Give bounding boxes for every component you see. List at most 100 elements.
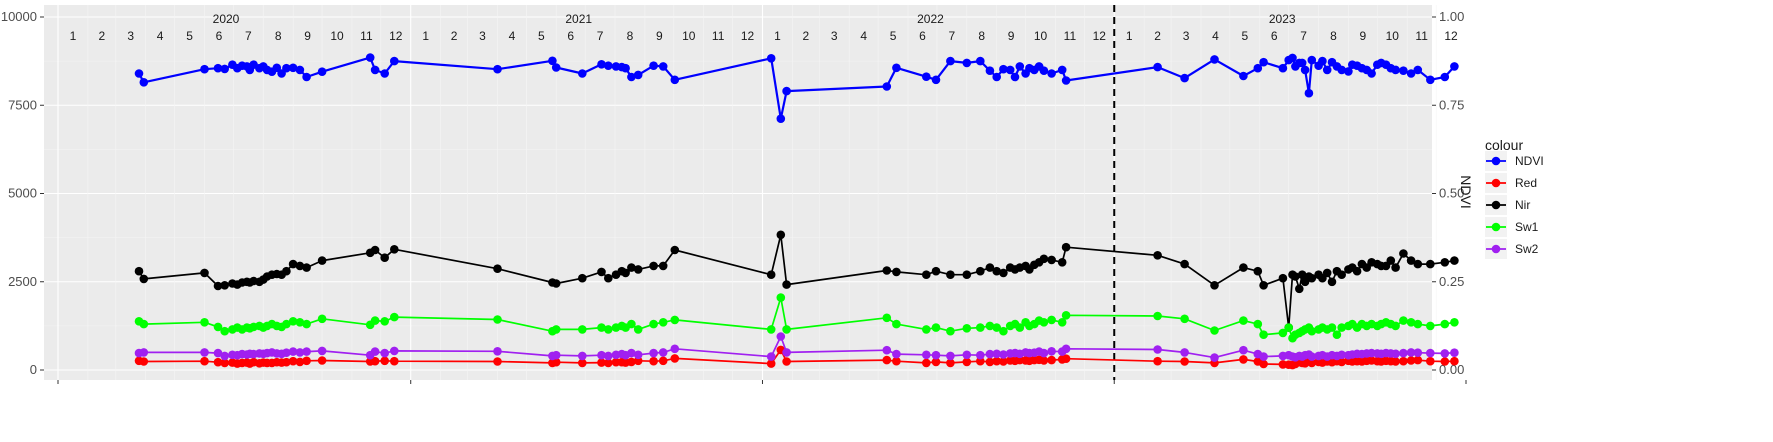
data-point-red (999, 357, 1008, 366)
data-point-sw1 (380, 317, 390, 326)
data-point-nir (1291, 272, 1300, 281)
month-label: 4 (157, 29, 164, 43)
data-point-sw1 (627, 319, 636, 329)
data-point-nir (892, 267, 901, 277)
data-point-ndvi (1057, 65, 1067, 75)
data-point-nir (1047, 255, 1056, 265)
data-point-ndvi (317, 67, 327, 76)
month-label: 1 (70, 29, 77, 43)
data-point-nir (1386, 256, 1396, 265)
right-axis-title: NDVI (1458, 175, 1474, 208)
data-point-red (1180, 357, 1189, 366)
data-point-sw1 (493, 315, 502, 324)
month-label: 3 (1183, 29, 1190, 43)
data-point-ndvi (1239, 71, 1248, 81)
data-point-sw2 (882, 345, 892, 355)
data-point-ndvi (1450, 62, 1459, 71)
data-point-nir (213, 281, 223, 291)
data-point-sw1 (1426, 321, 1435, 331)
data-point-nir (621, 268, 630, 278)
data-point-ndvi (1367, 69, 1376, 78)
data-point-sw2 (1337, 350, 1346, 360)
data-point-nir (931, 266, 941, 276)
data-point-red (892, 356, 901, 366)
data-point-nir (1295, 284, 1304, 294)
data-point-sw1 (892, 319, 901, 329)
data-point-ndvi (985, 66, 995, 75)
data-point-nir (302, 263, 311, 272)
data-point-sw1 (1153, 311, 1162, 321)
data-point-ndvi (922, 72, 931, 81)
y-tick-label: 10000 (1, 9, 37, 24)
month-label: 7 (245, 29, 252, 43)
data-point-sw1 (992, 323, 1001, 332)
axes: 1 2 3 4 5 6 7 8 9 10 11 12 1 2 3 4 5 6 7 8 9 10 11 12 1 2 3 4 5 6 7 8 9 1… (1, 5, 1467, 384)
data-point-ndvi (992, 72, 1001, 82)
data-point-ndvi (200, 64, 209, 74)
data-point-nir (288, 259, 298, 269)
data-point-nir (1039, 254, 1049, 264)
data-point-sw1 (578, 325, 587, 334)
month-label: 9 (1360, 29, 1367, 43)
data-point-sw2 (139, 348, 149, 357)
month-label: 7 (949, 29, 956, 43)
data-point-sw1 (649, 319, 658, 329)
data-point-sw2 (220, 351, 229, 361)
data-point-ndvi (1010, 72, 1020, 82)
data-point-sw1 (1039, 318, 1049, 327)
data-point-sw2 (627, 348, 636, 358)
data-point-ndvi (302, 72, 311, 82)
data-point-sw1 (658, 318, 668, 327)
data-point-ndvi (1322, 65, 1332, 75)
data-point-sw1 (604, 325, 613, 334)
data-point-nir (1327, 277, 1337, 287)
data-point-nir (1337, 270, 1346, 280)
data-point-sw1 (976, 323, 985, 332)
data-point-ndvi (1399, 66, 1408, 75)
data-point-nir (1413, 259, 1423, 269)
data-point-red (551, 357, 561, 367)
month-label: 12 (1093, 29, 1107, 43)
data-point-ndvi (962, 58, 972, 68)
data-point-sw2 (633, 350, 643, 360)
data-point-nir (200, 268, 209, 278)
data-point-ndvi (1406, 69, 1416, 78)
data-point-ndvi (1210, 55, 1219, 64)
legend-key-point (1491, 244, 1501, 254)
data-point-sw2 (892, 349, 901, 359)
y-tick-label: 7500 (8, 97, 37, 112)
data-point-red (1426, 356, 1435, 366)
data-point-red (1440, 357, 1450, 366)
data-point-red (1153, 356, 1162, 366)
data-point-ndvi (1180, 73, 1189, 83)
month-label: 2 (99, 29, 106, 43)
data-point-sw2 (551, 350, 561, 360)
data-point-nir (946, 270, 955, 280)
data-series (134, 53, 1459, 370)
data-point-sw2 (288, 347, 298, 356)
legend-label: Red (1515, 176, 1537, 190)
data-point-nir (670, 245, 680, 255)
data-point-nir (1278, 273, 1288, 283)
data-point-sw1 (288, 317, 298, 326)
month-label: 1 (774, 29, 781, 43)
data-point-nir (1259, 281, 1268, 290)
data-point-red (213, 357, 223, 367)
data-point-red (946, 358, 955, 368)
data-point-red (627, 357, 636, 367)
month-label: 5 (1241, 29, 1248, 43)
data-point-red (295, 357, 305, 367)
data-point-sw2 (658, 348, 668, 357)
data-point-nir (604, 273, 613, 283)
data-point-sw1 (1440, 319, 1450, 329)
series-nir (134, 230, 1459, 332)
data-point-red (220, 358, 229, 368)
data-point-ndvi (1307, 55, 1317, 65)
month-label: 6 (919, 29, 926, 43)
month-label: 6 (216, 29, 223, 43)
data-point-sw2 (1406, 348, 1416, 357)
data-point-sw1 (1259, 330, 1268, 340)
data-point-sw1 (1337, 323, 1346, 332)
data-point-nir (782, 280, 791, 289)
